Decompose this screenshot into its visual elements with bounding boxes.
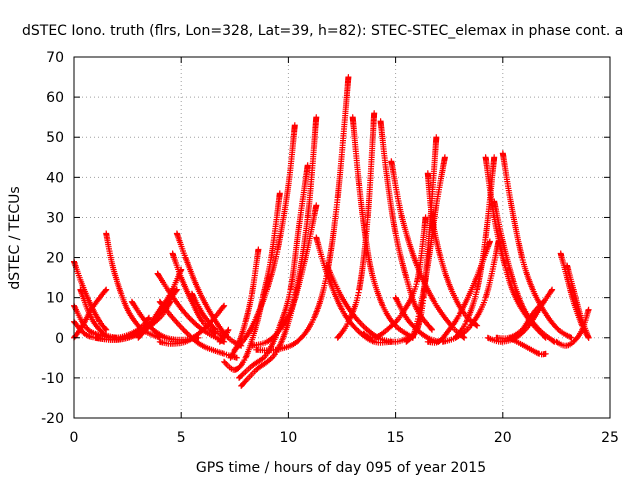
series-markers [188,290,228,341]
series-markers [216,326,232,345]
series-arc46 [553,306,592,349]
plot-frame [73,56,611,419]
series-markers [231,122,298,353]
y-tick-label: 60 [46,90,64,106]
x-axis-label: GPS time / hours of day 095 of year 2015 [196,460,486,476]
x-tick-label: 25 [601,430,619,446]
series-markers [564,262,592,341]
series-arc16 [216,326,232,345]
series-markers [424,170,481,329]
y-tick-label: 20 [46,251,64,267]
series-arc10 [154,270,228,345]
series-arc43 [506,334,549,358]
y-tick-label: -20 [41,411,64,427]
series-arc13 [173,230,245,349]
y-tick-label: -10 [41,371,64,387]
series-markers [154,270,228,345]
series-markers [253,74,352,354]
data-points [71,74,592,389]
series-arc33 [409,154,448,341]
x-tick-label: 0 [70,430,79,446]
chart-title: dSTEC Iono. truth (flrs, Lon=328, Lat=39… [22,23,623,39]
series-arc34 [424,170,481,329]
y-tick-label: 30 [46,210,64,226]
series-arc22 [249,202,320,349]
series-arc6 [103,230,163,341]
series-markers [103,230,163,341]
series-arc20 [236,162,311,381]
y-tick-label: 40 [46,170,64,186]
series-arc45 [564,262,592,341]
y-tick-label: 50 [46,130,64,146]
y-tick-label: 0 [55,331,64,347]
y-tick-label: 70 [46,50,64,66]
series-arc19 [231,122,298,353]
series-markers [553,306,592,349]
series-arc15 [156,302,228,347]
x-tick-label: 10 [279,430,297,446]
series-markers [236,162,311,381]
series-markers [156,302,228,347]
series-markers [249,202,320,349]
series-arc12 [169,250,219,337]
series-markers [169,250,219,337]
series-arc23 [253,74,352,354]
series-arc14 [188,290,228,341]
x-tick-label: 5 [177,430,186,446]
y-axis-label: dSTEC / TECUs [7,186,23,289]
x-tick-label: 15 [387,430,405,446]
y-tick-label: 10 [46,291,64,307]
series-arc39 [491,198,558,345]
x-tick-label: 20 [494,430,512,446]
grid-lines [74,57,610,418]
series-markers [173,230,245,349]
axis-ticks: 0 5 10 15 20 25 -20 -10 0 10 20 30 40 50 60 70 [41,50,619,446]
series-markers [506,334,549,358]
series-markers [491,198,558,345]
series-markers [409,154,448,341]
